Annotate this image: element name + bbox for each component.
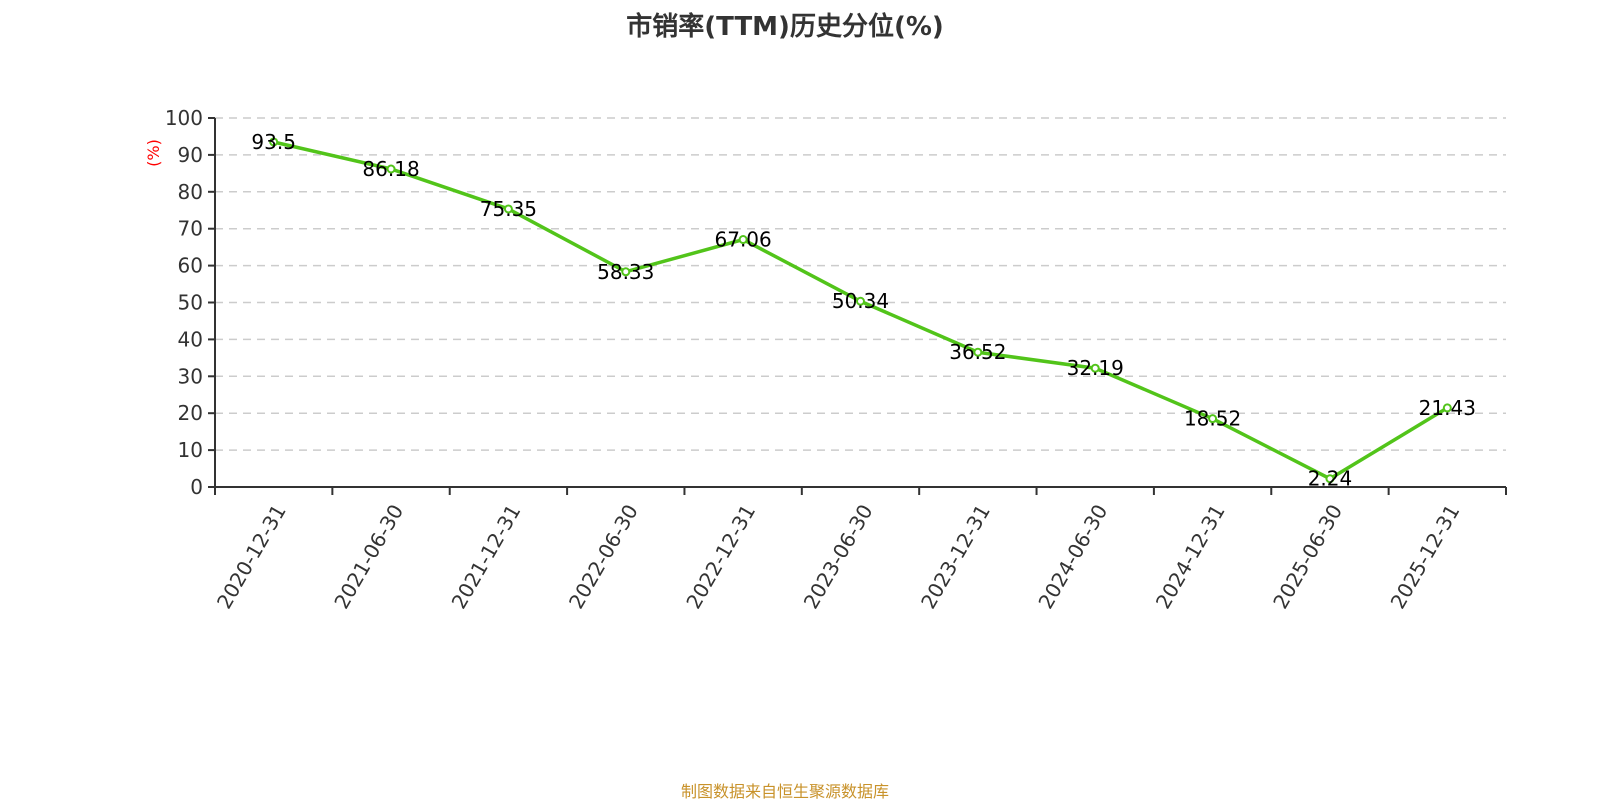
data-label: 86.18 (362, 157, 419, 181)
data-point (1090, 363, 1100, 373)
y-tick-label: 30 (178, 364, 203, 388)
x-tick-label: 2020-12-31 (212, 500, 291, 613)
x-tick-label: 2021-12-31 (447, 500, 526, 613)
data-label: 67.06 (715, 228, 772, 252)
y-tick-label: 50 (178, 291, 203, 315)
data-label: 75.35 (480, 197, 537, 221)
data-label: 18.52 (1184, 407, 1241, 431)
data-point (1208, 414, 1218, 424)
data-point (269, 137, 279, 147)
x-tick-label: 2025-06-30 (1268, 500, 1347, 613)
data-point (621, 267, 631, 277)
x-tick-label: 2024-06-30 (1033, 500, 1112, 613)
y-tick-label: 10 (178, 438, 203, 462)
data-point (386, 164, 396, 174)
data-label: 93.5 (251, 130, 296, 154)
data-label: 32.19 (1067, 356, 1124, 380)
data-point (1442, 403, 1452, 413)
y-tick-label: 40 (178, 327, 203, 351)
y-tick-label: 20 (178, 401, 203, 425)
data-point (1325, 474, 1335, 484)
chart-title: 市销率(TTM)历史分位(%) (626, 12, 944, 42)
data-label: 36.52 (949, 340, 1006, 364)
x-tick-label: 2023-12-31 (916, 500, 995, 613)
x-tick-label: 2023-06-30 (799, 500, 878, 613)
y-tick-label: 90 (178, 143, 203, 167)
data-label: 58.33 (597, 260, 654, 284)
data-label: 50.34 (832, 289, 889, 313)
y-tick-label: 70 (178, 217, 203, 241)
y-tick-label: 80 (178, 180, 203, 204)
data-label: 2.24 (1308, 467, 1353, 491)
x-tick-label: 2022-12-31 (681, 500, 760, 613)
data-source-note: 制图数据来自恒生聚源数据库 (680, 782, 889, 801)
y-tick-label: 0 (190, 475, 203, 499)
y-axis-label: (%) (144, 139, 163, 167)
y-tick-label: 100 (165, 106, 203, 130)
x-tick-label: 2024-12-31 (1151, 500, 1230, 613)
x-tick-label: 2025-12-31 (1386, 500, 1465, 613)
x-tick-label: 2022-06-30 (564, 500, 643, 613)
data-point (503, 204, 513, 214)
y-tick-label: 60 (178, 254, 203, 278)
data-point (856, 296, 865, 306)
data-label: 21.43 (1419, 396, 1476, 420)
data-point (738, 235, 748, 245)
data-point (973, 347, 983, 357)
x-tick-label: 2021-06-30 (329, 500, 408, 613)
